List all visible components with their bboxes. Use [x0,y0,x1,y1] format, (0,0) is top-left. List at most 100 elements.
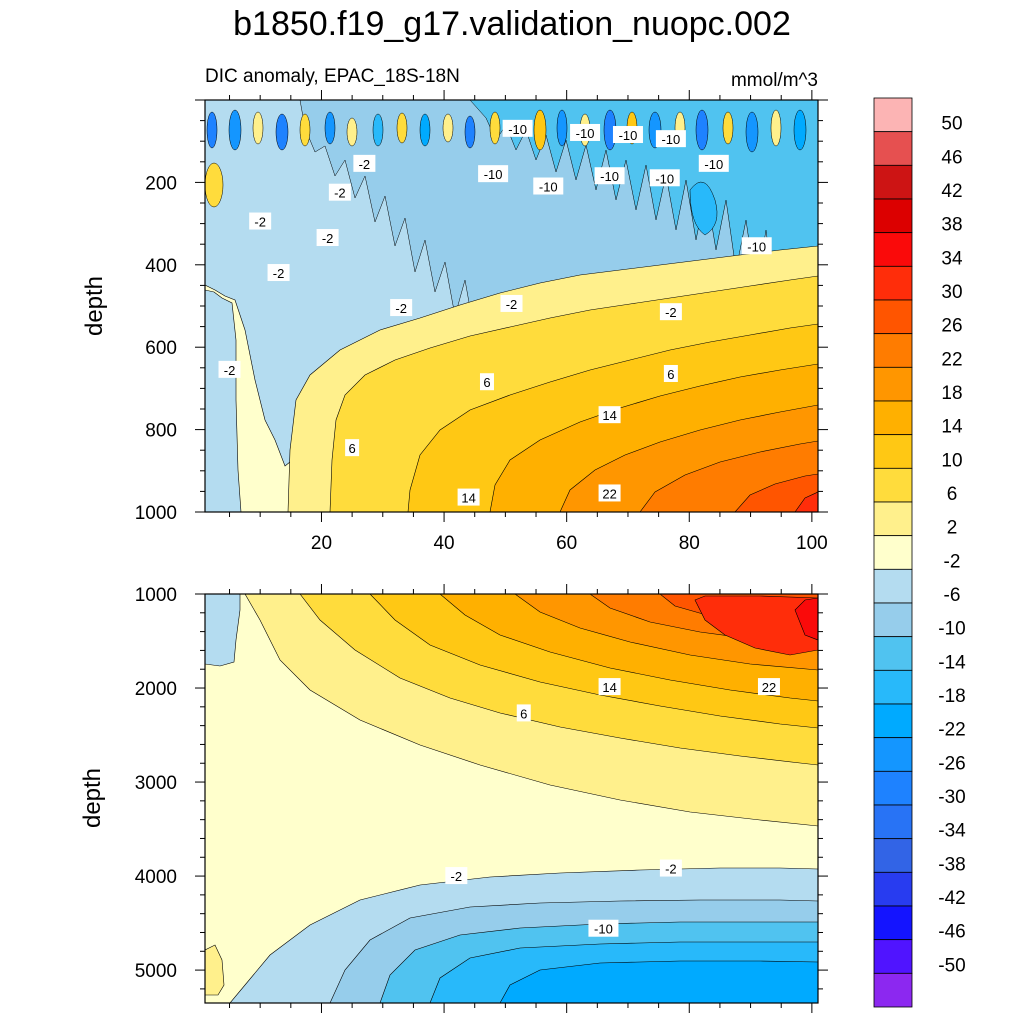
upper-x-axis: 20 40 60 80 100 [229,90,828,554]
colorbar-label: -42 [938,888,965,909]
contour-label-bg [533,177,564,195]
contour-label: -10 [588,919,619,937]
colorbar-label: -22 [938,720,965,741]
contour-label-text: -10 [747,239,766,254]
colorbar-swatch [873,838,913,873]
colorbar-label: -14 [938,652,966,673]
colorbar-label: -18 [938,686,965,707]
colorbar-label: 30 [941,282,962,303]
contour-label-text: -2 [665,305,677,320]
contour-label-text: -2 [395,301,407,316]
y-tick-label: 400 [145,256,177,277]
contour-label: 14 [598,406,621,424]
colorbar-label: 34 [941,248,963,269]
contour-label-bg [500,294,523,312]
lower-fill-pos30 [694,595,818,656]
colorbar-label: -26 [938,753,965,774]
contour-label-text: -10 [704,157,723,172]
colorbar-label: -30 [938,787,965,808]
colorbar-label: 42 [941,181,962,202]
contour-label-bg [598,484,621,502]
lower-panel: 14 22 6 -2 -2 -10 1000 2000 3000 4000 5000 depth [79,584,828,1013]
contour-label: -2 [390,299,413,317]
colorbar-swatch [873,265,913,301]
colorbar-label: 46 [941,147,962,168]
colorbar-label: 2 [947,518,958,539]
colorbar-swatch [873,939,913,974]
upper-contour-labels: -10 -10 -10 -10 -10 -10 -10 -10 -10 -10 -2 -2 -2 -2 -2… [218,119,772,506]
colorbar-swatch [873,501,913,537]
x-tick-label: 40 [433,533,454,554]
colorbar-swatch [873,198,913,234]
colorbar-swatch [873,636,913,671]
colorbar-swatch [873,737,913,772]
contour-label-text: 14 [602,680,616,695]
contour-label-text: -2 [322,231,334,246]
colorbar-swatch [873,333,913,368]
contour-label-bg [649,169,680,187]
contour-label-text: 22 [762,680,776,695]
colorbar-swatch [873,232,913,267]
colorbar-swatch [873,131,913,166]
contour-label: -10 [612,126,643,143]
lower-fill-left-yellow [205,944,225,996]
contour-label: -2 [267,264,290,282]
colorbar-label: -50 [938,955,965,976]
lower-y-axis: 1000 2000 3000 4000 5000 [135,585,828,990]
y-tick-label: 4000 [135,867,177,888]
y-tick-label: 1000 [135,585,177,606]
contour-label: -2 [500,294,523,312]
contour-label-bg [757,678,780,696]
lower-contour-fill [205,594,818,1003]
colorbar-swatch [873,535,913,570]
x-tick-label: 60 [556,533,577,554]
contour-label-text: -2 [224,363,236,378]
colorbar-swatch [873,905,913,941]
contour-label: 14 [457,488,480,506]
contour-label: 6 [479,373,494,391]
y-tick-label: 3000 [135,773,177,794]
contour-label: 6 [345,439,360,457]
contour-label-text: -2 [451,869,463,884]
contour-label-text: 6 [520,706,527,721]
upper-fill-neg14 [689,181,718,236]
contour-label-bg [570,123,601,141]
contour-label-bg [445,867,468,885]
colorbar-swatch [873,366,913,402]
colorbar-label: -6 [944,585,961,606]
colorbar-label: 6 [947,484,958,505]
contour-label: -10 [649,169,680,187]
colorbar-label: 50 [941,114,962,135]
colorbar-label: 26 [941,316,962,337]
contour-label: -2 [353,154,376,172]
x-tick-label: 100 [796,533,828,554]
contour-label-bg [478,165,509,183]
x-tick-label: 20 [311,533,332,554]
contour-label-text: 6 [667,367,674,382]
contour-label-text: -2 [359,157,371,172]
contour-label-text: -2 [334,186,346,201]
lower-fill-neg2-topleft [205,594,241,667]
colorbar-label: -46 [938,922,965,943]
contour-label: -2 [659,859,682,877]
lower-x-axis [229,584,813,1013]
contour-label-bg [659,303,682,321]
contour-label-text: 14 [461,491,475,506]
colorbar-label: 18 [941,383,962,404]
y-tick-label: 200 [145,173,177,194]
contour-label-bg [267,264,290,282]
contour-label: -10 [594,167,625,185]
colorbar-swatch [873,467,913,503]
colorbar-swatch [873,97,913,133]
contour-label-text: 6 [349,441,356,456]
contour-label-bg [598,406,621,424]
colorbar-label: -34 [938,821,966,842]
contour-label-text: -10 [600,169,619,184]
upper-y-axis: 200 400 600 800 1000 [135,99,828,524]
contour-label-bg [516,704,531,722]
colorbar: 50 46 42 38 34 30 26 22 18 14 10 6 2 -2 -6 -10 -14 -18 -22… [873,97,966,1008]
colorbar-swatch [873,164,913,200]
contour-label: -2 [328,183,351,201]
contour-label: 14 [598,678,621,696]
